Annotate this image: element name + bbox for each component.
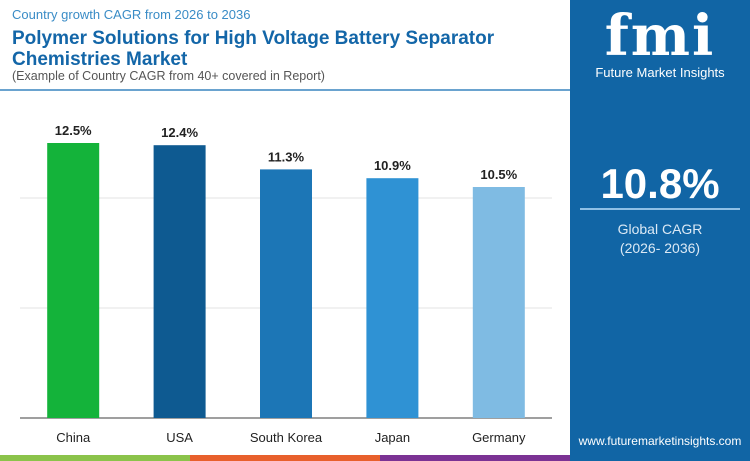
x-tick-label: Germany <box>472 430 526 445</box>
bar-chart: 12.5% China 12.4% USA 11.3% South Korea 10.9% J… <box>20 123 552 445</box>
bar-japan <box>366 178 419 418</box>
chart-title: Polymer Solutions for High Voltage Batte… <box>12 28 495 70</box>
data-label: 11.3% <box>268 149 305 164</box>
fmi-logo: fmi <box>604 3 716 69</box>
header-divider <box>0 89 570 91</box>
data-label: 12.4% <box>161 125 198 140</box>
x-tick-label: China <box>56 430 91 445</box>
footer-stripe-orange <box>190 455 380 461</box>
global-cagr-period: (2026- 2036) <box>619 240 701 256</box>
x-tick-label: South Korea <box>250 430 323 445</box>
data-label: 10.5% <box>480 167 517 182</box>
data-label: 12.5% <box>55 123 92 138</box>
global-cagr-label: Global CAGR <box>617 221 703 237</box>
chart-note: (Example of Country CAGR from 40+ covere… <box>12 69 325 83</box>
x-tick-label: Japan <box>375 430 410 445</box>
data-label: 10.9% <box>374 158 411 173</box>
x-tick-label: USA <box>166 430 193 445</box>
website-link[interactable]: www.futuremarketinsights.com <box>578 434 742 448</box>
footer-stripe-green <box>0 455 190 461</box>
chart-subtitle: Country growth CAGR from 2026 to 2036 <box>12 7 251 22</box>
footer-stripe-purple <box>380 455 570 461</box>
bar-china <box>47 143 100 418</box>
bar-usa <box>153 145 206 418</box>
logo-subtitle: Future Market Insights <box>595 65 725 80</box>
sidebar-panel: fmi Future Market Insights 10.8% Global … <box>570 0 750 461</box>
sidebar-divider <box>580 208 740 210</box>
global-cagr-value: 10.8% <box>600 160 720 207</box>
bar-south-korea <box>260 169 312 418</box>
bar-germany <box>472 187 525 418</box>
